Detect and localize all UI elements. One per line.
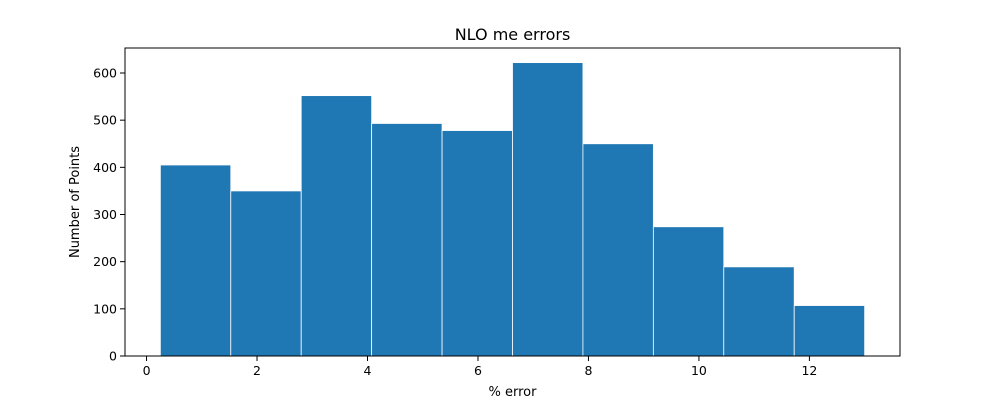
histogram-bar bbox=[723, 266, 795, 357]
x-axis-label: % error bbox=[489, 385, 538, 400]
y-tick-label: 500 bbox=[93, 113, 117, 128]
y-tick-label: 200 bbox=[93, 254, 117, 269]
histogram-bar bbox=[371, 123, 443, 357]
y-tick-label: 0 bbox=[109, 349, 117, 364]
y-tick-label: 300 bbox=[93, 207, 117, 222]
axes-frame bbox=[124, 47, 901, 357]
y-axis-label: Number of Points bbox=[68, 146, 83, 258]
histogram-bar bbox=[582, 143, 654, 357]
histogram-bar bbox=[512, 62, 584, 357]
x-tick-label: 2 bbox=[253, 363, 261, 378]
histogram-bar bbox=[441, 130, 513, 357]
y-tick-label: 400 bbox=[93, 160, 117, 175]
histogram-bar bbox=[652, 226, 725, 357]
x-tick-label: 12 bbox=[801, 363, 817, 378]
y-axis-ticks: 0 100 200 300 400 500 600 bbox=[93, 65, 125, 364]
chart-title: NLO me errors bbox=[455, 25, 571, 44]
x-axis-ticks: 0 2 4 6 8 10 12 bbox=[143, 356, 817, 378]
histogram-bar bbox=[159, 164, 232, 357]
histogram-bar bbox=[230, 190, 302, 357]
y-tick-label: 600 bbox=[93, 65, 117, 80]
histogram-bar bbox=[793, 305, 866, 357]
x-tick-label: 4 bbox=[364, 363, 372, 378]
x-tick-label: 8 bbox=[584, 363, 592, 378]
x-tick-label: 6 bbox=[474, 363, 482, 378]
histogram-bar bbox=[300, 95, 373, 357]
x-tick-label: 10 bbox=[691, 363, 707, 378]
bars-group bbox=[159, 62, 866, 357]
x-tick-label: 0 bbox=[143, 363, 151, 378]
y-tick-label: 100 bbox=[93, 301, 117, 316]
